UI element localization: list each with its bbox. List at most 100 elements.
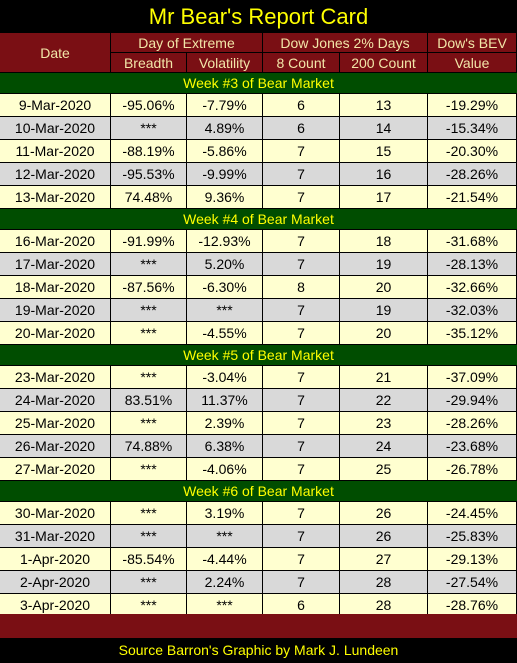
table-row: 30-Mar-2020 *** 3.19% 7 26 -24.45%: [0, 502, 517, 525]
week-label: Week #4 of Bear Market: [0, 209, 517, 230]
date-cell: 26-Mar-2020: [0, 435, 111, 458]
breadth-cell: 74.88%: [111, 435, 187, 458]
bev-value-cell: -28.13%: [428, 253, 517, 276]
breadth-cell: ***: [111, 458, 187, 481]
count200-cell: 17: [340, 186, 428, 209]
bev-value-cell: -28.26%: [428, 412, 517, 435]
count200-cell: 19: [340, 253, 428, 276]
table-row: 12-Mar-2020 -95.53% -9.99% 7 16 -28.26%: [0, 163, 517, 186]
date-cell: 12-Mar-2020: [0, 163, 111, 186]
header-8-count: 8 Count: [263, 53, 340, 73]
date-cell: 18-Mar-2020: [0, 276, 111, 299]
volatility-cell: 2.39%: [187, 412, 263, 435]
header-date: Date: [0, 33, 111, 73]
count8-cell: 7: [263, 322, 340, 345]
bev-value-cell: -24.45%: [428, 502, 517, 525]
bev-value-cell: -29.13%: [428, 548, 517, 571]
date-cell: 17-Mar-2020: [0, 253, 111, 276]
breadth-cell: ***: [111, 502, 187, 525]
bev-value-cell: -21.54%: [428, 186, 517, 209]
breadth-cell: 74.48%: [111, 186, 187, 209]
report-table: Date Day of Extreme Dow Jones 2% Days Dow's…: [0, 33, 517, 617]
table-row: 23-Mar-2020 *** -3.04% 7 21 -37.09%: [0, 366, 517, 389]
table-row: 3-Apr-2020 *** *** 6 28 -28.76%: [0, 594, 517, 617]
table-row: 19-Mar-2020 *** *** 7 19 -32.03%: [0, 299, 517, 322]
date-cell: 1-Apr-2020: [0, 548, 111, 571]
week-label: Week #3 of Bear Market: [0, 73, 517, 94]
date-cell: 9-Mar-2020: [0, 94, 111, 117]
week-header-row: Week #5 of Bear Market: [0, 345, 517, 366]
count200-cell: 28: [340, 571, 428, 594]
bev-value-cell: -32.03%: [428, 299, 517, 322]
count8-cell: 7: [263, 571, 340, 594]
table-header: Date Day of Extreme Dow Jones 2% Days Dow's…: [0, 33, 517, 73]
table-row: 25-Mar-2020 *** 2.39% 7 23 -28.26%: [0, 412, 517, 435]
count8-cell: 7: [263, 163, 340, 186]
count8-cell: 7: [263, 366, 340, 389]
header-breadth: Breadth: [111, 53, 187, 73]
count200-cell: 22: [340, 389, 428, 412]
week-header-row: Week #4 of Bear Market: [0, 209, 517, 230]
count200-cell: 20: [340, 322, 428, 345]
date-cell: 13-Mar-2020: [0, 186, 111, 209]
table-row: 27-Mar-2020 *** -4.06% 7 25 -26.78%: [0, 458, 517, 481]
volatility-cell: ***: [187, 525, 263, 548]
volatility-cell: -7.79%: [187, 94, 263, 117]
count8-cell: 7: [263, 140, 340, 163]
bev-value-cell: -28.26%: [428, 163, 517, 186]
volatility-cell: 5.20%: [187, 253, 263, 276]
count8-cell: 7: [263, 253, 340, 276]
bev-value-cell: -23.68%: [428, 435, 517, 458]
breadth-cell: ***: [111, 571, 187, 594]
table-row: 2-Apr-2020 *** 2.24% 7 28 -27.54%: [0, 571, 517, 594]
volatility-cell: 9.36%: [187, 186, 263, 209]
volatility-cell: 4.89%: [187, 117, 263, 140]
breadth-cell: ***: [111, 299, 187, 322]
date-cell: 24-Mar-2020: [0, 389, 111, 412]
count8-cell: 7: [263, 389, 340, 412]
count200-cell: 26: [340, 525, 428, 548]
count200-cell: 26: [340, 502, 428, 525]
volatility-cell: -3.04%: [187, 366, 263, 389]
week-header-row: Week #6 of Bear Market: [0, 481, 517, 502]
bev-value-cell: -27.54%: [428, 571, 517, 594]
volatility-cell: -5.86%: [187, 140, 263, 163]
count8-cell: 6: [263, 94, 340, 117]
table-row: 11-Mar-2020 -88.19% -5.86% 7 15 -20.30%: [0, 140, 517, 163]
week-header-row: Week #3 of Bear Market: [0, 73, 517, 94]
breadth-cell: ***: [111, 117, 187, 140]
count8-cell: 7: [263, 548, 340, 571]
breadth-cell: -91.99%: [111, 230, 187, 253]
table-row: 17-Mar-2020 *** 5.20% 7 19 -28.13%: [0, 253, 517, 276]
table-row: 26-Mar-2020 74.88% 6.38% 7 24 -23.68%: [0, 435, 517, 458]
count200-cell: 13: [340, 94, 428, 117]
header-dow-jones-2pct: Dow Jones 2% Days: [263, 33, 428, 53]
bev-value-cell: -31.68%: [428, 230, 517, 253]
week-label: Week #6 of Bear Market: [0, 481, 517, 502]
table-row: 18-Mar-2020 -87.56% -6.30% 8 20 -32.66%: [0, 276, 517, 299]
count200-cell: 21: [340, 366, 428, 389]
count8-cell: 7: [263, 458, 340, 481]
table-row: 31-Mar-2020 *** *** 7 26 -25.83%: [0, 525, 517, 548]
count200-cell: 15: [340, 140, 428, 163]
count200-cell: 20: [340, 276, 428, 299]
bottom-band: [0, 614, 517, 638]
table-row: 1-Apr-2020 -85.54% -4.44% 7 27 -29.13%: [0, 548, 517, 571]
breadth-cell: ***: [111, 366, 187, 389]
breadth-cell: -95.06%: [111, 94, 187, 117]
count8-cell: 7: [263, 186, 340, 209]
breadth-cell: ***: [111, 525, 187, 548]
volatility-cell: -4.55%: [187, 322, 263, 345]
count8-cell: 7: [263, 230, 340, 253]
volatility-cell: ***: [187, 299, 263, 322]
volatility-cell: -6.30%: [187, 276, 263, 299]
volatility-cell: -9.99%: [187, 163, 263, 186]
bev-value-cell: -37.09%: [428, 366, 517, 389]
count8-cell: 8: [263, 276, 340, 299]
breadth-cell: ***: [111, 322, 187, 345]
table-row: 9-Mar-2020 -95.06% -7.79% 6 13 -19.29%: [0, 94, 517, 117]
volatility-cell: -4.06%: [187, 458, 263, 481]
volatility-cell: -12.93%: [187, 230, 263, 253]
bev-value-cell: -26.78%: [428, 458, 517, 481]
